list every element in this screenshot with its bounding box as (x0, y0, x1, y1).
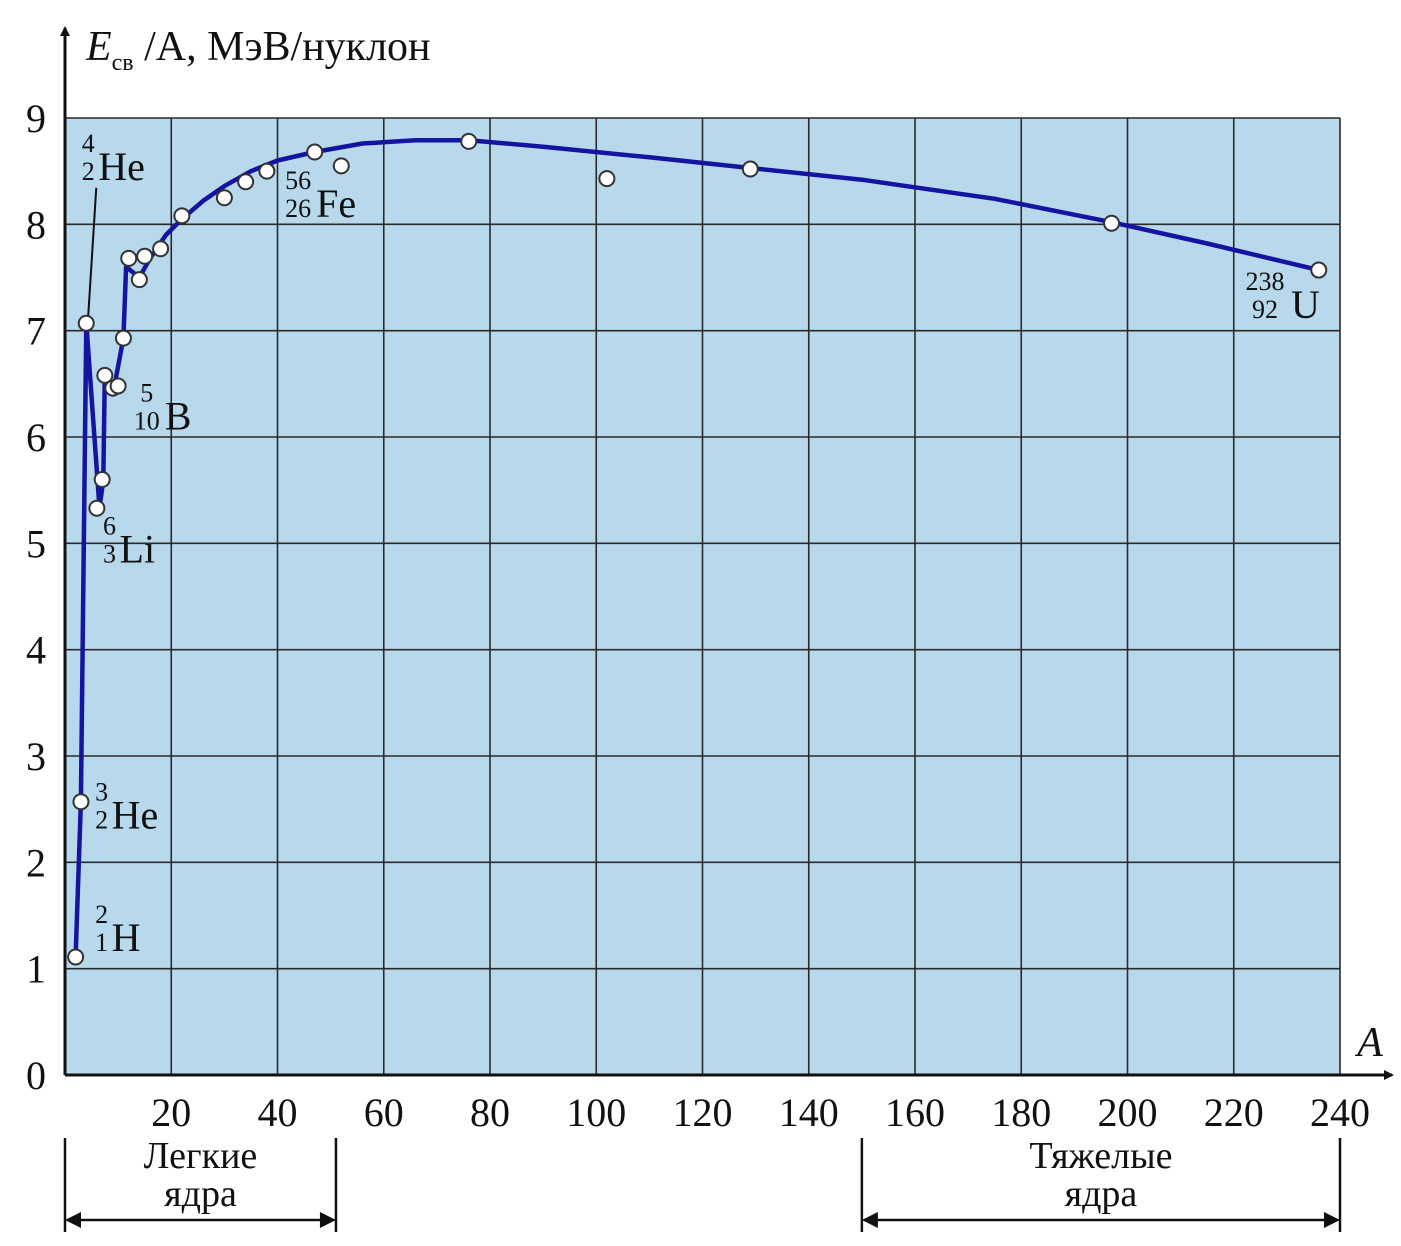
y-tick-label-9: 9 (26, 96, 46, 141)
isotope-label-he-3: 32 He (95, 777, 158, 837)
isotope-mass: 56 (285, 166, 311, 195)
data-point-9 (120, 249, 138, 267)
isotope-label-li-6: 63 Li (103, 512, 155, 572)
data-point-20 (598, 170, 616, 188)
x-tick-label-220: 220 (1204, 1090, 1264, 1135)
isotope-label-h-2: 21 H (95, 900, 140, 960)
x-tick-label-120: 120 (673, 1090, 733, 1135)
x-tick-label-80: 80 (470, 1090, 510, 1135)
leader-line-he4 (87, 187, 98, 316)
isotope-symbol: Fe (316, 181, 356, 226)
isotope-mass: 4 (82, 129, 95, 158)
data-point-12 (152, 240, 170, 258)
data-point-11 (136, 247, 154, 265)
data-point-17 (306, 143, 324, 161)
isotope-charge: 92 (1252, 295, 1278, 324)
isotope-symbol: B (165, 394, 192, 439)
data-point-3 (88, 499, 106, 517)
y-tick-label-7: 7 (26, 309, 46, 354)
isotope-mass: 238 (1246, 267, 1285, 296)
axes (60, 26, 1394, 1080)
group-arrow-right (319, 1212, 336, 1228)
isotope-charge: 10 (134, 407, 160, 436)
isotope-mass: 3 (95, 777, 108, 806)
y-tick-label-8: 8 (26, 202, 46, 247)
isotope-charge: 26 (285, 194, 311, 223)
group-label-line1: Легкие (144, 1135, 258, 1177)
data-point-0 (67, 948, 85, 966)
group-arrow-left (861, 1212, 878, 1228)
data-point-7 (109, 377, 127, 395)
y-tick-label-4: 4 (26, 628, 46, 673)
y-axis-title: Eсв /A, МэВ/нуклон (85, 24, 431, 76)
data-point-19 (460, 132, 478, 150)
data-point-13 (173, 207, 191, 225)
isotope-label-he-4: 42 He (82, 129, 145, 189)
data-point-15 (237, 173, 255, 191)
data-point-14 (215, 189, 233, 207)
data-point-16 (258, 162, 276, 180)
y-tick-label-0: 0 (26, 1053, 46, 1098)
binding-energy-curve (73, 138, 1322, 960)
group-label-line1: Тяжелые (1029, 1135, 1172, 1177)
x-tick-label-180: 180 (991, 1090, 1051, 1135)
group-label-line2: ядра (164, 1173, 237, 1215)
x-axis-title: A (1354, 1020, 1383, 1066)
isotope-symbol: He (112, 792, 159, 837)
isotope-symbol: Li (120, 527, 156, 572)
isotope-mass: 6 (103, 512, 116, 541)
group-arrow-left (65, 1212, 81, 1228)
y-tick-label-2: 2 (26, 840, 46, 885)
isotope-symbol: He (98, 144, 145, 189)
x-tick-label-240: 240 (1310, 1090, 1370, 1135)
x-tick-label-160: 160 (885, 1090, 945, 1135)
tick-labels: 20 40 60 80 100 120 140 160 180 200 220 24001234567… (26, 96, 1370, 1135)
y-tick-label-1: 1 (26, 947, 46, 992)
data-point-23 (1310, 261, 1328, 279)
isotope-mass: 5 (140, 379, 153, 408)
group-label-line2: ядра (1065, 1173, 1138, 1215)
data-point-8 (114, 329, 132, 347)
data-point-18 (332, 157, 350, 175)
isotope-charge: 3 (103, 540, 116, 569)
isotope-mass: 2 (95, 900, 108, 929)
data-point-21 (741, 160, 759, 178)
axis-titles: Eсв /A, МэВ/нуклон A (85, 24, 1383, 1066)
isotope-symbol: H (112, 915, 141, 960)
isotope-charge: 2 (95, 805, 108, 834)
x-tick-label-140: 140 (779, 1090, 839, 1135)
isotope-label-b-5: 510 B (134, 379, 192, 439)
points-layer (67, 132, 1328, 966)
data-point-5 (96, 366, 114, 384)
curve-layer (73, 138, 1322, 960)
y-tick-label-3: 3 (26, 734, 46, 779)
x-tick-label-20: 20 (151, 1090, 191, 1135)
data-point-1 (72, 793, 90, 811)
isotope-charge: 1 (95, 928, 108, 957)
y-tick-label-5: 5 (26, 521, 46, 566)
data-point-22 (1103, 214, 1121, 232)
y-tick-label-6: 6 (26, 415, 46, 460)
isotope-charge: 2 (82, 157, 95, 186)
x-tick-label-60: 60 (364, 1090, 404, 1135)
data-point-10 (130, 271, 148, 289)
x-tick-label-100: 100 (566, 1090, 626, 1135)
isotope-symbol: U (1291, 282, 1320, 327)
x-tick-label-40: 40 (258, 1090, 298, 1135)
group-arrow-right (1324, 1212, 1340, 1228)
x-tick-label-200: 200 (1098, 1090, 1158, 1135)
data-point-2 (77, 314, 95, 332)
data-point-4 (93, 471, 111, 489)
